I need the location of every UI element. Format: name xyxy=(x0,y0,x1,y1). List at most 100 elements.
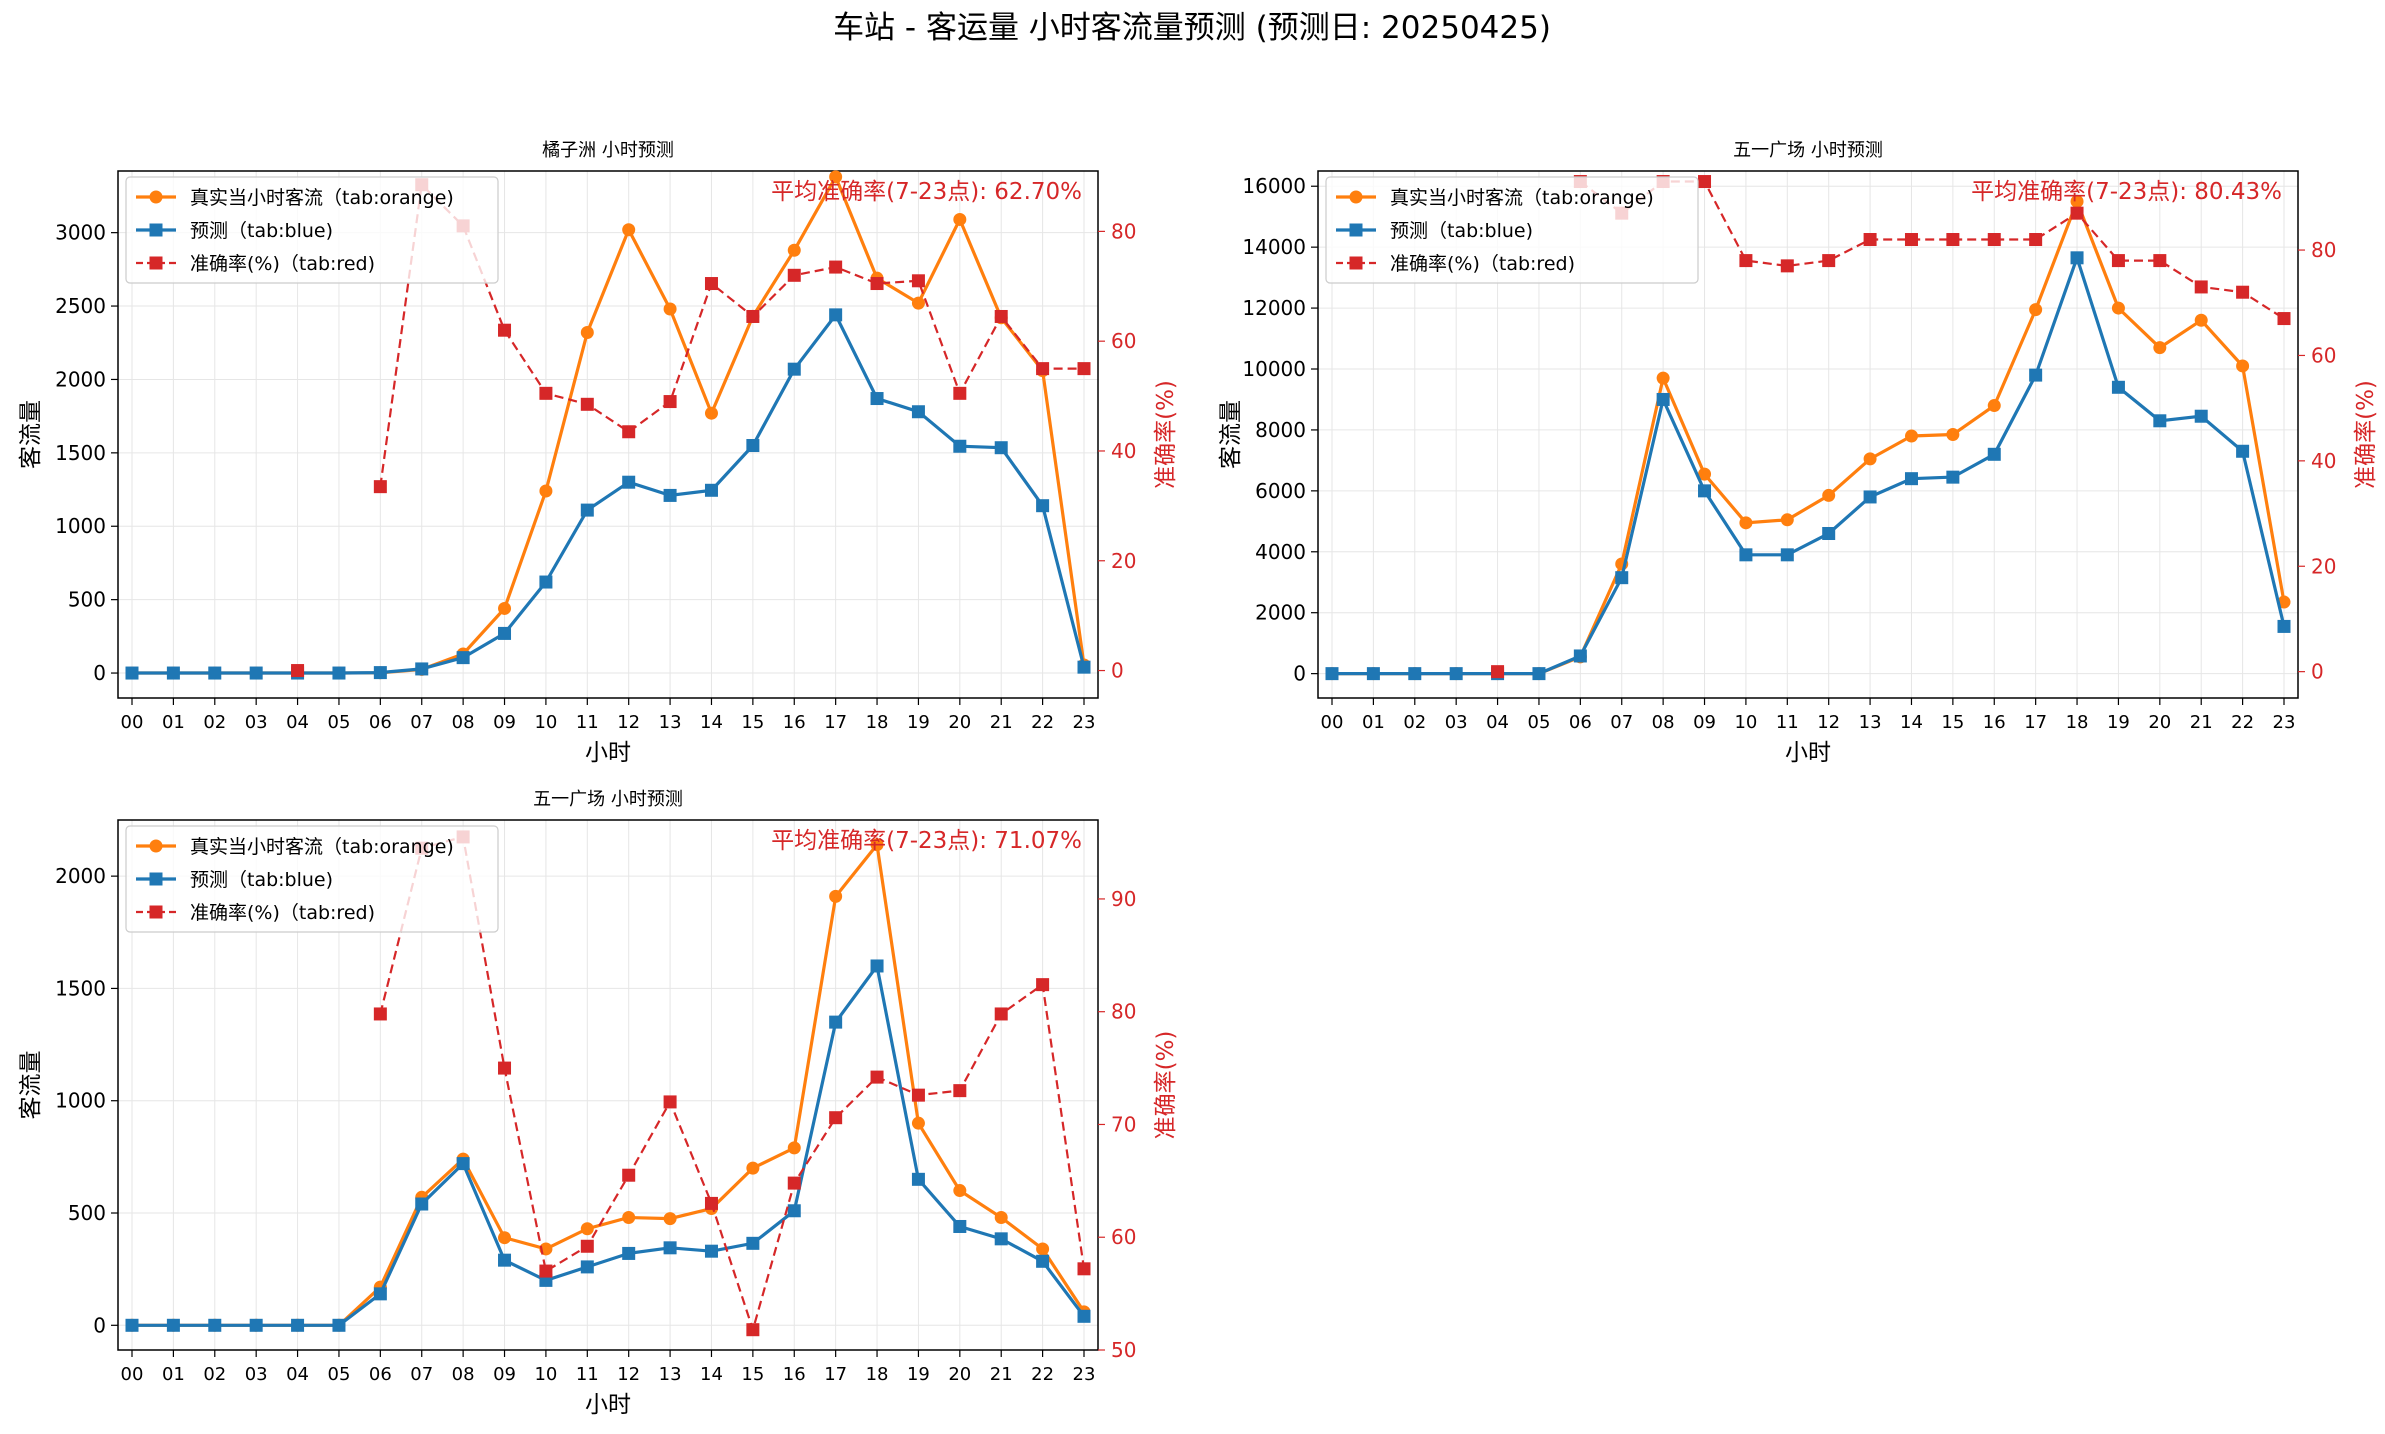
data-point xyxy=(663,1212,677,1226)
subplot-1: 00 01 02 03 04 05 06 07 08 09 10 11 12 13 14 15 16 17 18 19… xyxy=(18,140,1179,766)
x-tick-label: 16 xyxy=(1983,712,2006,733)
legend-label: 真实当小时客流（tab:orange) xyxy=(190,836,454,858)
legend-swatch-marker xyxy=(149,190,163,204)
legend-label: 预测（tab:blue) xyxy=(190,869,333,891)
legend-label: 预测（tab:blue) xyxy=(190,220,333,242)
data-point xyxy=(622,425,636,439)
legend-frame xyxy=(1325,176,1699,284)
data-point xyxy=(415,1197,429,1211)
x-tick-label: 09 xyxy=(1693,712,1716,733)
data-point xyxy=(2277,595,2291,609)
data-point xyxy=(2029,368,2043,382)
legend-label: 预测（tab:blue) xyxy=(1390,220,1533,242)
x-tick-label: 05 xyxy=(328,1364,351,1385)
series-line xyxy=(1332,252,2286,676)
legend-swatch-marker xyxy=(149,223,163,237)
series-line xyxy=(132,311,1086,675)
data-point xyxy=(953,1184,967,1198)
x-tick-label: 18 xyxy=(2066,712,2089,733)
data-point xyxy=(1408,667,1422,681)
subplot-title: 五一广场 小时预测 xyxy=(533,789,683,810)
x-tick-label: 00 xyxy=(1321,712,1344,733)
data-point xyxy=(1987,399,2001,413)
data-point xyxy=(539,1264,553,1278)
data-point xyxy=(1739,516,1753,530)
data-point xyxy=(580,325,594,339)
data-point xyxy=(1656,392,1670,406)
x-tick-label: 22 xyxy=(1031,712,1054,733)
series-line xyxy=(379,182,1084,487)
data-point xyxy=(373,666,387,680)
y-tick-label: 3000 xyxy=(55,221,106,245)
data-point xyxy=(704,277,718,291)
x-tick-label: 06 xyxy=(1569,712,1592,733)
legend-swatch-marker xyxy=(149,256,163,270)
y-tick-label: 2000 xyxy=(55,367,106,391)
data-point xyxy=(953,386,967,400)
data-point xyxy=(1822,488,1836,502)
y-axis-label: 客流量 xyxy=(18,1051,44,1120)
x-tick-label: 03 xyxy=(245,1364,268,1385)
data-point xyxy=(1449,667,1463,681)
accuracy-note: 平均准确率(7-23点): 62.70% xyxy=(771,179,1082,205)
subplot-3: 00 01 02 03 04 05 06 07 08 09 10 11 12 13 14 15 16 17 18 19… xyxy=(18,789,1179,1418)
x-tick-label: 16 xyxy=(783,1364,806,1385)
x-tick-label: 21 xyxy=(2190,712,2213,733)
data-point xyxy=(1698,175,1712,189)
data-point xyxy=(911,405,925,419)
x-tick-label: 22 xyxy=(1031,1364,1054,1385)
data-point xyxy=(456,1157,470,1171)
legend-swatch-marker xyxy=(1349,256,1363,270)
data-point xyxy=(787,268,801,282)
data-point xyxy=(953,1219,967,1233)
data-point xyxy=(1946,428,1960,441)
data-point xyxy=(746,1236,760,1250)
data-point xyxy=(2153,254,2167,268)
data-point xyxy=(125,1318,139,1332)
data-point xyxy=(1904,472,1918,486)
data-point xyxy=(829,170,843,184)
x-tick-label: 19 xyxy=(2107,712,2130,733)
accuracy-note: 平均准确率(7-23点): 80.43% xyxy=(1971,179,2282,205)
data-point xyxy=(787,1141,801,1155)
data-point xyxy=(746,1323,760,1337)
data-point xyxy=(746,1161,760,1175)
x-tick-label: 16 xyxy=(783,712,806,733)
legend-frame xyxy=(125,825,499,933)
y-tick-label: 1500 xyxy=(55,976,106,1000)
data-point xyxy=(663,1095,677,1109)
data-point xyxy=(663,488,677,502)
x-tick-label: 18 xyxy=(866,1364,889,1385)
x-tick-label: 12 xyxy=(617,712,640,733)
legend-label: 真实当小时客流（tab:orange) xyxy=(1390,187,1654,209)
legend-swatch-marker xyxy=(149,839,163,853)
x-tick-label: 23 xyxy=(1073,712,1096,733)
x-tick-label: 15 xyxy=(741,1364,764,1385)
data-point xyxy=(2029,303,2043,317)
x-tick-label: 02 xyxy=(203,1364,226,1385)
x-axis-label: 小时 xyxy=(585,1392,631,1418)
plot-frame xyxy=(117,819,1099,1351)
data-point xyxy=(2070,206,2084,220)
x-tick-label: 03 xyxy=(1445,712,1468,733)
x-tick-label: 02 xyxy=(203,712,226,733)
data-point xyxy=(456,651,470,665)
legend: 真实当小时客流（tab:orange) 预测（tab:blue) 准确率(%)（ta… xyxy=(125,176,499,284)
series-2 xyxy=(125,959,1091,1332)
data-point xyxy=(622,1168,636,1182)
data-point xyxy=(291,1318,305,1332)
data-point xyxy=(373,480,387,494)
x-tick-label: 20 xyxy=(2148,712,2171,733)
data-point xyxy=(704,483,718,497)
data-point xyxy=(249,1318,263,1332)
x-tick-label: 14 xyxy=(700,712,723,733)
y-tick-label: 0 xyxy=(93,661,106,685)
x-tick-label: 06 xyxy=(369,1364,392,1385)
data-point xyxy=(1904,233,1918,247)
y-tick-label: 1500 xyxy=(55,441,106,465)
charts-container: 00 01 02 03 04 05 06 07 08 09 10 11 12 13 14 15 16 17 18 19… xyxy=(18,140,2379,1418)
x-tick-label: 21 xyxy=(990,712,1013,733)
data-point xyxy=(2111,301,2125,315)
y-right-axis-label: 准确率(%) xyxy=(2353,380,2379,489)
data-point xyxy=(249,666,263,680)
